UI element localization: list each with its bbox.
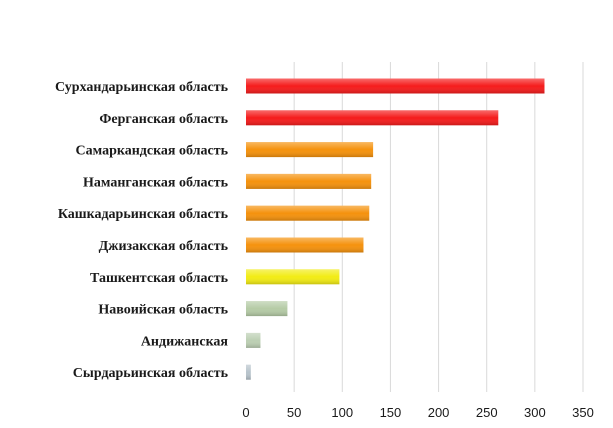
x-tick-label: 100	[331, 405, 353, 420]
category-label: Сырдарьинская область	[73, 366, 229, 381]
category-label: Навоийская область	[98, 303, 228, 318]
category-label: Кашкадарьинская область	[58, 207, 229, 222]
bar-shading	[246, 333, 260, 348]
x-tick-label: 200	[428, 405, 450, 420]
bar-shading	[246, 269, 339, 284]
bar-shading	[246, 110, 498, 125]
category-label: Сурхандарьинская область	[55, 80, 229, 95]
category-labels: Сурхандарьинская область Ферганская облас…	[55, 80, 229, 381]
category-label: Самаркандская область	[76, 144, 229, 159]
category-label: Ферганская область	[99, 112, 228, 127]
bar-shading	[246, 79, 544, 94]
x-tick-label: 50	[287, 405, 301, 420]
bar-shading	[246, 206, 369, 221]
bar-shading	[246, 238, 363, 253]
category-label: Наманганская область	[83, 175, 229, 190]
x-tick-label: 150	[380, 405, 402, 420]
category-label: Андижанская	[141, 334, 229, 349]
category-label: Ташкентская область	[90, 271, 229, 286]
x-tick-label: 250	[476, 405, 498, 420]
x-tick-label: 300	[524, 405, 546, 420]
bar-shading	[246, 142, 373, 157]
bar-shading	[246, 301, 287, 316]
bar-shading	[246, 365, 251, 380]
x-tick-labels: 0 50 100 150 200 250 300 350	[242, 405, 593, 420]
bars	[246, 79, 544, 380]
x-tick-label: 0	[242, 405, 249, 420]
category-label: Джизакская область	[99, 239, 229, 254]
x-tick-label: 350	[572, 405, 594, 420]
bar-shading	[246, 174, 371, 189]
